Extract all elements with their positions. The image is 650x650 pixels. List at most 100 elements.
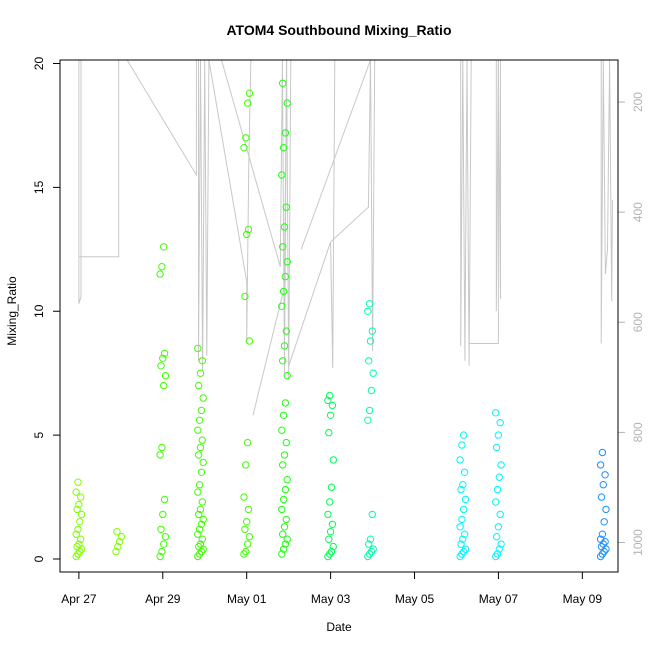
- data-point: [369, 545, 377, 553]
- data-point: [75, 500, 83, 509]
- data-point: [279, 545, 288, 553]
- altitude-trace-segment: [78, 60, 82, 304]
- data-point: [492, 443, 501, 452]
- data-point: [367, 386, 376, 395]
- y-tick-label: 0: [32, 555, 46, 562]
- data-point: [460, 431, 468, 439]
- altitude-trace-segment: [252, 59, 288, 416]
- data-point: [160, 495, 169, 504]
- data-point: [243, 540, 252, 548]
- data-point: [328, 520, 337, 528]
- data-point: [72, 530, 80, 538]
- data-point: [244, 505, 253, 514]
- data-point: [77, 493, 85, 501]
- data-point: [279, 461, 287, 469]
- data-point: [326, 550, 334, 558]
- data-point: [461, 545, 470, 553]
- data-point: [195, 381, 203, 390]
- data-point: [458, 550, 466, 558]
- data-point: [461, 495, 470, 504]
- data-point: [282, 438, 290, 447]
- altitude-trace-segment: [221, 59, 292, 379]
- data-point: [196, 540, 205, 548]
- data-point: [598, 448, 607, 457]
- data-point: [158, 443, 166, 452]
- data-point: [195, 416, 204, 424]
- x-tick-label: May 03: [311, 592, 351, 606]
- y2-tick-label: 800: [631, 422, 645, 442]
- data-point: [197, 468, 206, 476]
- data-point: [283, 372, 291, 380]
- data-point: [364, 307, 372, 315]
- x-tick-label: May 01: [227, 592, 267, 606]
- data-point: [242, 461, 250, 469]
- data-point: [460, 530, 469, 538]
- data-point: [114, 542, 122, 551]
- data-point: [112, 547, 120, 556]
- data-point: [244, 225, 253, 234]
- data-point: [242, 547, 250, 556]
- data-point: [157, 525, 165, 533]
- axes-layer: Apr 27 Apr 29 May 01 May 03 May 05 May 07 May …: [32, 57, 645, 606]
- data-point: [279, 144, 288, 152]
- data-point: [597, 493, 606, 501]
- data-point: [159, 510, 167, 519]
- data-point: [365, 357, 373, 365]
- data-point: [72, 488, 80, 496]
- data-point: [282, 327, 290, 335]
- data-point: [278, 302, 286, 310]
- data-point: [365, 550, 374, 558]
- data-point: [160, 381, 168, 390]
- data-point: [156, 451, 164, 459]
- data-point: [497, 540, 505, 548]
- x-tick-label: May 09: [563, 592, 603, 606]
- data-point: [364, 416, 372, 424]
- data-point: [492, 498, 500, 506]
- data-point: [456, 456, 464, 464]
- data-point: [324, 396, 332, 405]
- data-point: [492, 533, 501, 541]
- data-point: [278, 426, 286, 434]
- data-point: [281, 129, 290, 137]
- data-point: [327, 483, 336, 491]
- y-tick-label: 5: [32, 431, 46, 438]
- data-point: [282, 515, 290, 524]
- y2-tick-label: 1000: [631, 529, 645, 556]
- data-point: [194, 426, 202, 434]
- data-point: [366, 337, 375, 345]
- data-point: [326, 498, 334, 506]
- y2-tick-label: 400: [631, 202, 645, 222]
- data-point: [199, 515, 207, 524]
- data-point: [326, 391, 334, 400]
- data-point: [194, 488, 202, 496]
- data-point: [365, 540, 373, 548]
- data-point: [278, 505, 286, 514]
- data-point: [194, 530, 202, 538]
- data-point: [196, 443, 205, 452]
- data-point: [160, 349, 169, 358]
- data-point: [283, 99, 291, 107]
- data-point: [198, 436, 207, 444]
- x-tick-label: Apr 27: [61, 592, 97, 606]
- data-point: [282, 203, 290, 211]
- data-point: [240, 493, 248, 501]
- data-point: [195, 550, 204, 558]
- data-point: [197, 406, 206, 415]
- data-points-layer: [72, 79, 610, 561]
- data-point: [245, 337, 254, 345]
- data-point: [198, 357, 207, 365]
- altitude-trace-segment: [330, 59, 376, 351]
- data-point: [195, 481, 204, 489]
- data-point: [457, 485, 465, 494]
- data-point: [495, 545, 503, 553]
- data-point: [76, 518, 84, 526]
- data-point: [283, 258, 291, 266]
- y-tick-label: 15: [32, 180, 46, 194]
- data-point: [156, 270, 164, 278]
- data-point: [279, 243, 287, 251]
- data-point: [368, 510, 376, 519]
- data-point: [459, 481, 467, 489]
- data-point: [75, 540, 83, 548]
- data-point: [368, 327, 376, 335]
